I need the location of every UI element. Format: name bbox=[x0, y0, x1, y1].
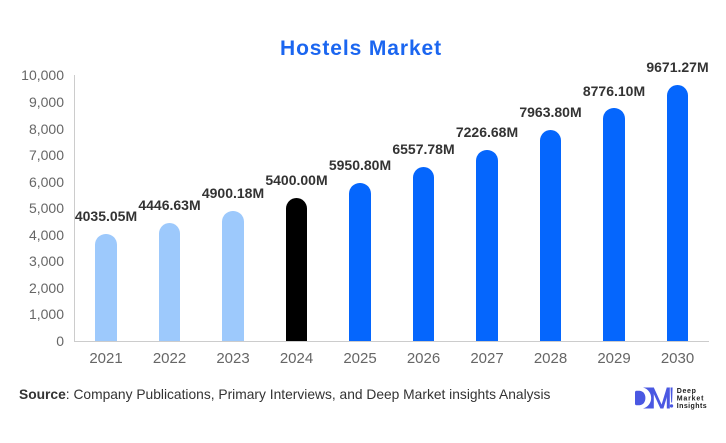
svg-text:Deep: Deep bbox=[677, 388, 696, 395]
svg-text:Market: Market bbox=[677, 396, 704, 403]
svg-text:Insights: Insights bbox=[677, 403, 707, 410]
